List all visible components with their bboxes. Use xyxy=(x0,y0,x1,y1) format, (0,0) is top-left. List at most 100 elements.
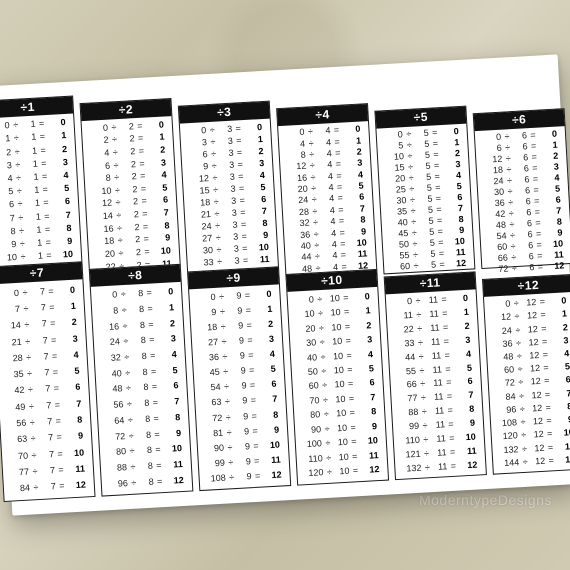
equation-row: 88÷11=8 xyxy=(396,404,478,420)
dividend: 0 xyxy=(193,292,216,304)
equals-icon: = xyxy=(433,215,446,227)
equals-icon: = xyxy=(238,230,251,242)
equals-icon: = xyxy=(434,226,447,238)
equals-icon: = xyxy=(330,125,343,137)
equation-row: 108÷9=12 xyxy=(203,469,285,485)
equals-icon: = xyxy=(534,261,547,273)
dividend: 16 xyxy=(91,223,114,235)
divide-icon: ÷ xyxy=(420,448,433,460)
divide-icon: ÷ xyxy=(224,442,237,454)
divide-icon: ÷ xyxy=(110,160,123,172)
dividend: 0 xyxy=(292,294,315,306)
quotient: 6 xyxy=(52,196,71,208)
divisor: 9 xyxy=(228,306,243,318)
equation-row: 56÷7=8 xyxy=(4,414,86,430)
equals-icon: = xyxy=(42,237,55,249)
quotient: 1 xyxy=(146,132,165,144)
equals-icon: = xyxy=(341,321,354,333)
equation-row: 80÷8=10 xyxy=(104,443,186,459)
divisor: 7 xyxy=(33,335,48,347)
equals-icon: = xyxy=(541,389,554,401)
dividend: 4 xyxy=(283,138,306,150)
quotient: 9 xyxy=(457,418,476,430)
divide-icon: ÷ xyxy=(320,409,333,421)
dividend: 20 xyxy=(293,323,316,335)
equals-icon: = xyxy=(250,455,263,467)
divide-icon: ÷ xyxy=(118,305,131,317)
divide-icon: ÷ xyxy=(503,164,516,176)
quotient: 2 xyxy=(353,320,372,332)
equals-icon: = xyxy=(430,160,443,172)
dividend: 84 xyxy=(493,391,516,403)
equals-icon: = xyxy=(530,185,543,197)
quotient: 10 xyxy=(262,439,281,451)
divisor: 4 xyxy=(323,239,338,251)
quotient: 8 xyxy=(53,223,72,235)
equation-row: 14÷7=2 xyxy=(0,317,81,333)
divide-icon: ÷ xyxy=(421,462,434,474)
watermark-text: ModerntypeDesigns xyxy=(419,492,552,508)
divisor: 7 xyxy=(37,400,52,412)
quotient: 5 xyxy=(356,363,375,375)
equals-icon: = xyxy=(153,476,166,488)
quotient: 4 xyxy=(345,169,364,181)
divide-icon: ÷ xyxy=(418,406,431,418)
dividend: 49 xyxy=(3,401,26,413)
divisor: 8 xyxy=(135,398,150,410)
dividend: 18 xyxy=(92,236,115,248)
quotient: 0 xyxy=(450,293,469,305)
divide-icon: ÷ xyxy=(219,366,232,378)
divisor: 9 xyxy=(231,366,246,378)
divide-icon: ÷ xyxy=(513,351,526,363)
divide-icon: ÷ xyxy=(15,225,28,237)
divisor: 10 xyxy=(326,293,341,305)
equals-icon: = xyxy=(237,206,250,218)
divide-icon: ÷ xyxy=(26,417,39,429)
divide-icon: ÷ xyxy=(314,308,327,320)
divisor: 7 xyxy=(38,416,53,428)
dividend: 72 xyxy=(493,378,516,390)
divide-icon: ÷ xyxy=(11,146,24,158)
equals-icon: = xyxy=(545,455,558,467)
equation-row: 90÷9=10 xyxy=(202,439,284,455)
dividend: 24 xyxy=(286,195,309,207)
divisor: 11 xyxy=(425,309,440,321)
divide-icon: ÷ xyxy=(309,217,322,229)
divide-icon: ÷ xyxy=(29,466,42,478)
dividend: 32 xyxy=(287,218,310,230)
equals-icon: = xyxy=(153,460,166,472)
quotient: 1 xyxy=(343,135,362,147)
divisor: 12 xyxy=(522,297,537,309)
quotient: 2 xyxy=(343,146,362,158)
quotient: 9 xyxy=(348,226,367,238)
dividend: 27 xyxy=(196,337,219,349)
divide-icon: ÷ xyxy=(23,368,36,380)
division-card-11: ÷110÷11=011÷11=122÷11=233÷11=344÷11=455÷… xyxy=(384,271,487,480)
divisor: 2 xyxy=(126,234,141,246)
dividend: 10 xyxy=(292,309,315,321)
divisor: 4 xyxy=(321,216,336,228)
dividend: 0 xyxy=(0,288,19,300)
dividend: 72 xyxy=(103,431,126,443)
divisor: 1 xyxy=(22,132,37,144)
divisor: 9 xyxy=(231,351,246,363)
dividend: 44 xyxy=(393,352,416,364)
divisor: 5 xyxy=(418,194,433,206)
quotient: 8 xyxy=(64,415,83,427)
divide-icon: ÷ xyxy=(221,397,234,409)
quotient: 3 xyxy=(158,334,177,346)
divide-icon: ÷ xyxy=(207,136,220,148)
equals-icon: = xyxy=(349,465,362,477)
equals-icon: = xyxy=(335,204,348,216)
equals-icon: = xyxy=(247,395,260,407)
dividend: 60 xyxy=(492,365,515,377)
equals-icon: = xyxy=(333,170,346,182)
equation-row: 28÷7=4 xyxy=(0,349,82,365)
divide-icon: ÷ xyxy=(210,196,223,208)
divisor: 2 xyxy=(124,197,139,209)
equals-icon: = xyxy=(543,415,556,427)
divide-icon: ÷ xyxy=(121,352,134,364)
equation-row: 88÷8=11 xyxy=(105,459,187,475)
equation-row: 63÷9=7 xyxy=(199,394,281,410)
equals-icon: = xyxy=(235,182,248,194)
